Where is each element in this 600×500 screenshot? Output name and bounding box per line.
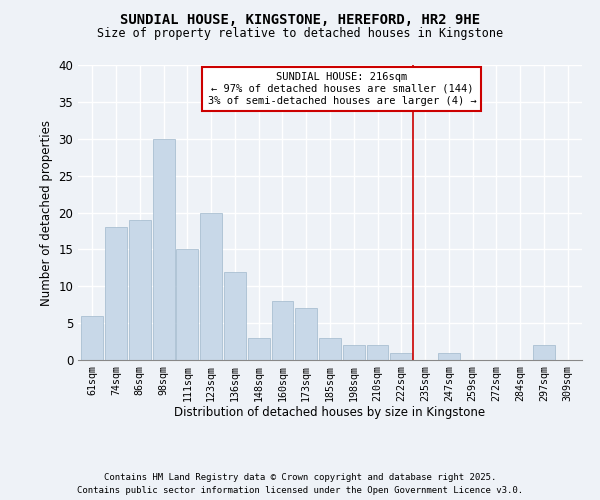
- Text: SUNDIAL HOUSE: 216sqm
← 97% of detached houses are smaller (144)
3% of semi-deta: SUNDIAL HOUSE: 216sqm ← 97% of detached …: [208, 72, 476, 106]
- Bar: [272, 301, 293, 360]
- Text: Contains HM Land Registry data © Crown copyright and database right 2025.: Contains HM Land Registry data © Crown c…: [104, 472, 496, 482]
- Y-axis label: Number of detached properties: Number of detached properties: [40, 120, 53, 306]
- Text: Size of property relative to detached houses in Kingstone: Size of property relative to detached ho…: [97, 28, 503, 40]
- Bar: [367, 345, 388, 360]
- Bar: [391, 352, 412, 360]
- Bar: [105, 227, 127, 360]
- Text: SUNDIAL HOUSE, KINGSTONE, HEREFORD, HR2 9HE: SUNDIAL HOUSE, KINGSTONE, HEREFORD, HR2 …: [120, 12, 480, 26]
- Bar: [152, 138, 175, 360]
- Bar: [533, 345, 555, 360]
- X-axis label: Distribution of detached houses by size in Kingstone: Distribution of detached houses by size …: [175, 406, 485, 420]
- Bar: [176, 250, 198, 360]
- Bar: [438, 352, 460, 360]
- Bar: [248, 338, 269, 360]
- Bar: [82, 316, 103, 360]
- Text: Contains public sector information licensed under the Open Government Licence v3: Contains public sector information licen…: [77, 486, 523, 495]
- Bar: [129, 220, 151, 360]
- Bar: [224, 272, 246, 360]
- Bar: [343, 345, 365, 360]
- Bar: [319, 338, 341, 360]
- Bar: [200, 212, 222, 360]
- Bar: [295, 308, 317, 360]
